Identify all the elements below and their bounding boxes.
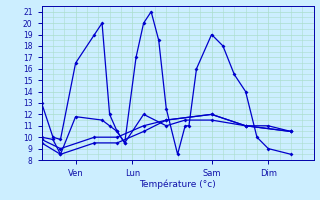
X-axis label: Température (°c): Température (°c) <box>139 179 216 189</box>
